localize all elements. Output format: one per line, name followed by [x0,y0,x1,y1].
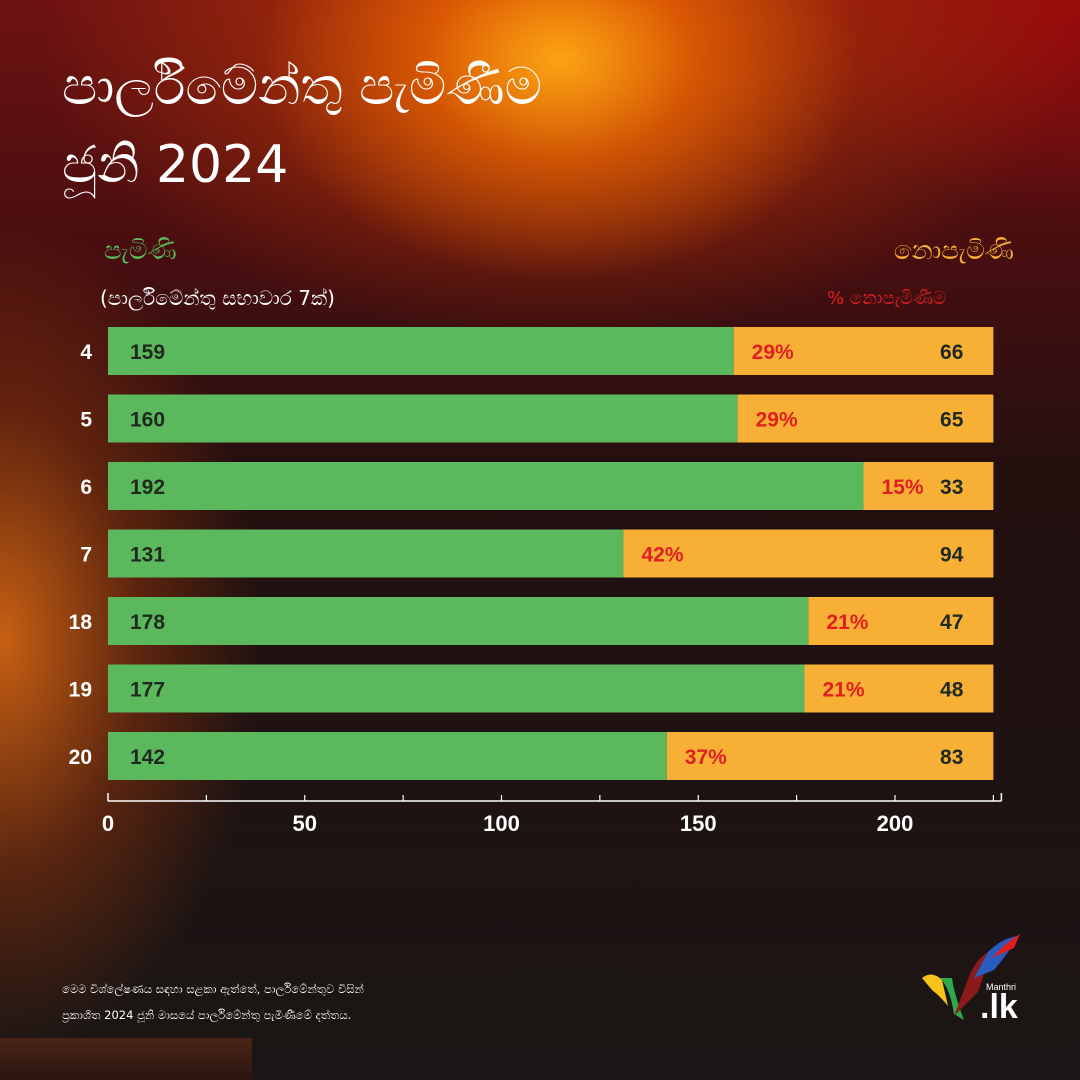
footnote-line-2: ප්‍රකාශිත 2024 ජූනි මාසයේ පාර්ලිමේන්තු ප… [62,1008,352,1022]
logo-small-text: Manthri [986,982,1017,992]
present-value-label: 177 [130,679,165,702]
bar-present [108,462,864,510]
x-tick-label: 200 [877,811,914,836]
absent-percent-label: 15% [882,476,924,499]
absent-value-label: 65 [940,409,964,432]
category-label: 4 [80,341,92,364]
manthri-logo-icon [922,934,1020,1020]
bar-absent [863,462,994,510]
footnote-line-1: මෙම විශ්ලේෂණය සඳහා සළකා ඇත්තේ, පාර්ලිමේන… [62,982,364,996]
footnote: මෙම විශ්ලේෂණය සඳහා සළකා ඇත්තේ, පාර්ලිමේන… [62,976,364,1028]
bar-present [108,529,624,578]
bar-absent [623,529,994,578]
category-label: 6 [80,476,92,499]
absent-percent-label: 21% [822,679,864,702]
bar-absent [666,732,994,780]
absent-value-label: 48 [940,679,964,702]
x-tick-label: 150 [680,811,717,836]
present-value-label: 159 [130,341,165,364]
chart-title: පාර්ලිමේන්තු පැමිණීම ජූනි 2024 [62,48,542,204]
absent-value-label: 33 [940,476,963,499]
legend-present-label: පැමිණි [104,236,177,266]
bar-absent [733,327,994,375]
category-label: 5 [80,409,92,432]
bar-present [108,327,734,375]
bar-present [108,394,738,443]
present-value-label: 192 [130,476,165,499]
category-label: 20 [69,746,92,769]
absent-percent-label: 29% [752,341,794,364]
absent-value-label: 66 [940,341,963,364]
absent-value-label: 94 [940,544,964,567]
category-label: 19 [69,679,92,702]
x-tick-label: 50 [293,811,317,836]
absent-percent-label: 29% [756,409,798,432]
present-value-label: 142 [130,746,165,769]
present-value-label: 131 [130,544,165,567]
desk-background [0,1038,252,1080]
legend-absent-label: නොපැමිණි [893,236,1014,266]
x-tick-label: 100 [483,811,520,836]
bar-absent [804,664,994,713]
legend-absent-pct-label: % නොපැමිණීම [827,288,946,309]
bar-present [108,664,805,713]
category-label: 7 [80,544,92,567]
bar-absent [737,394,994,443]
bar-present [108,732,667,780]
legend-present-sub: (පාර්ලිමේන්තු සභාවාර 7ක්) [100,286,335,310]
title-line-1: පාර්ලිමේන්තු පැමිණීම [62,57,543,117]
bar-present [108,597,809,645]
category-label: 18 [69,611,93,634]
absent-value-label: 47 [940,611,963,634]
title-line-2: ජූනි 2024 [62,135,289,195]
absent-percent-label: 21% [826,611,868,634]
present-value-label: 178 [130,611,165,634]
x-tick-label: 0 [102,811,114,836]
absent-percent-label: 37% [685,746,727,769]
absent-percent-label: 42% [641,544,683,567]
absent-value-label: 83 [940,746,963,769]
bar-absent [808,597,994,645]
logo-big-text: .lk [980,988,1018,1026]
present-value-label: 160 [130,409,165,432]
